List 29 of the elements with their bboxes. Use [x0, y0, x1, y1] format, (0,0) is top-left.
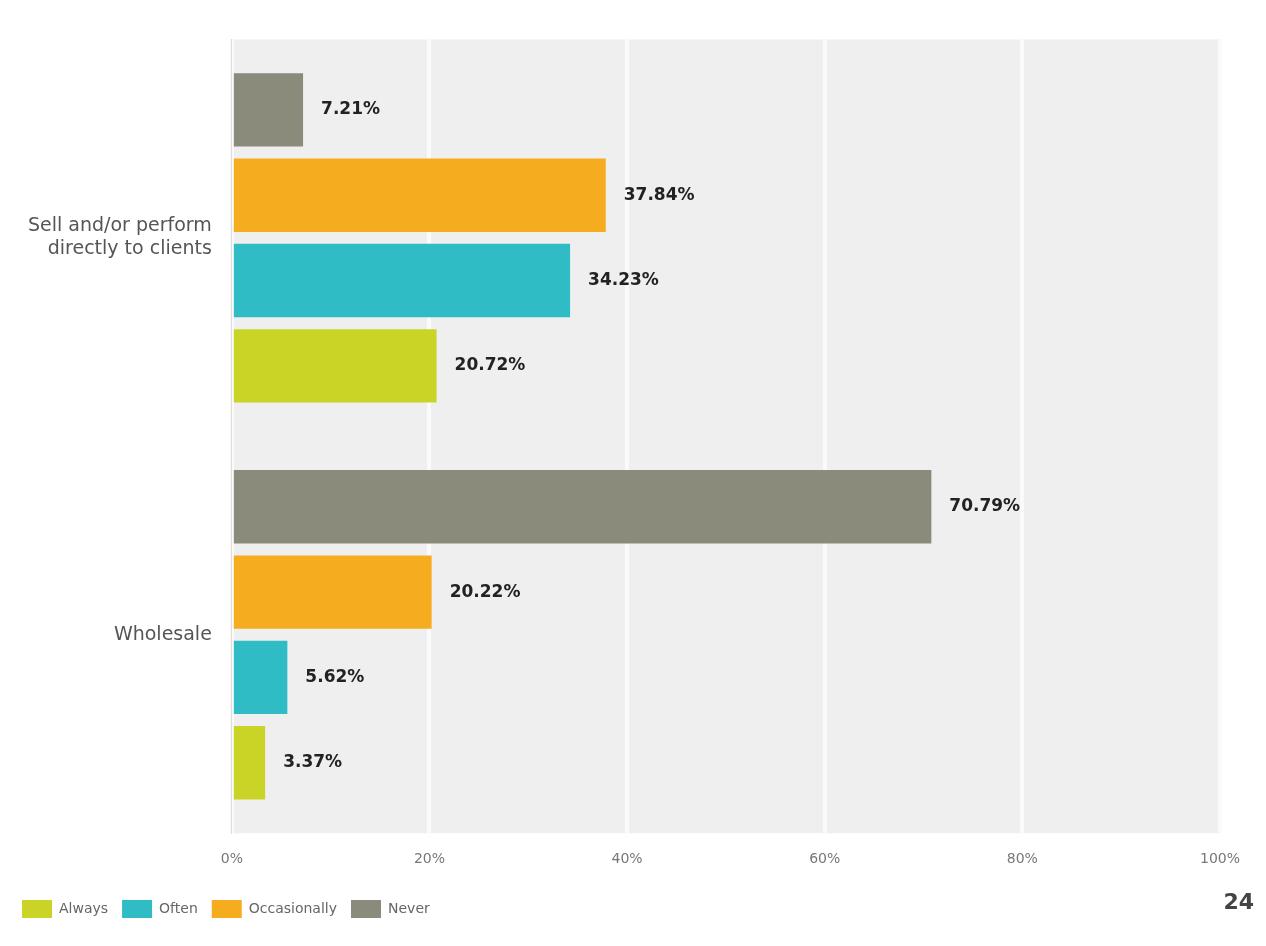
x-tick-label: 60%: [809, 850, 841, 867]
x-tick-label: 80%: [1006, 850, 1038, 867]
data-label: 37.84%: [623, 183, 695, 204]
legend-label: Often: [159, 899, 198, 916]
data-label: 20.72%: [454, 354, 526, 375]
y-tick-label: Wholesale: [113, 621, 212, 644]
data-label: 20.22%: [449, 580, 521, 601]
x-tick-label: 40%: [611, 850, 643, 867]
legend-label: Occasionally: [248, 899, 338, 916]
text: 24: [1223, 889, 1254, 914]
bar: [233, 640, 288, 715]
data-label: 3.37%: [283, 751, 343, 772]
bar: [233, 243, 571, 318]
bar: [233, 329, 437, 403]
data-label: 5.62%: [305, 665, 365, 686]
bar: [233, 470, 932, 544]
legend-label: Never: [388, 899, 430, 916]
data-label: 34.23%: [588, 268, 659, 289]
legend-label: Always: [59, 899, 109, 916]
bar: [233, 158, 606, 232]
bar: [233, 726, 266, 800]
y-tick-label: Sell and/or perform directly to clients: [27, 213, 212, 259]
x-tick-label: 100%: [1199, 850, 1240, 867]
data-label: 70.79%: [949, 495, 1021, 516]
data-label: 7.21%: [321, 98, 381, 119]
x-tick-label: 0%: [220, 850, 243, 867]
bar: [233, 73, 304, 147]
x-tick-label: 20%: [413, 850, 446, 867]
bar: [233, 555, 432, 629]
